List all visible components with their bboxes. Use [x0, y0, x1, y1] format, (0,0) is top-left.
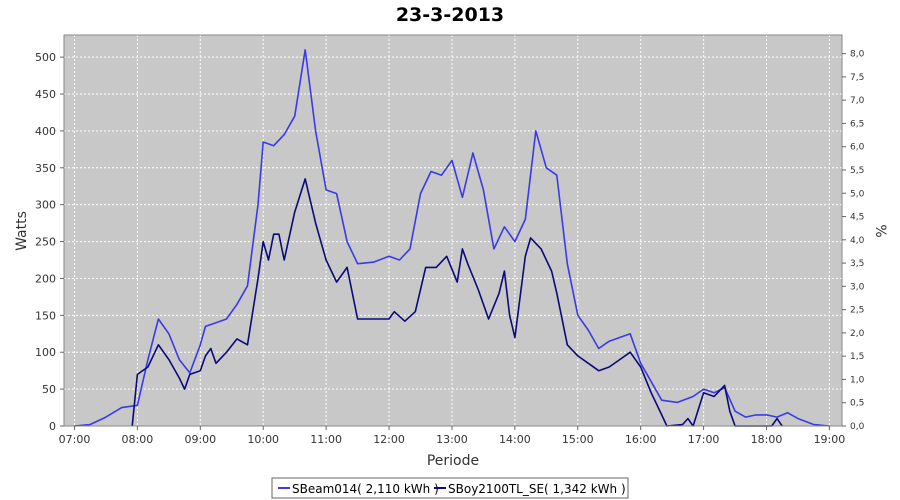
y-tick-label: 100	[35, 346, 56, 359]
legend-label-1: SBeam014( 2,110 kWh )	[292, 482, 439, 496]
legend-label-2: SBoy2100TL_SE( 1,342 kWh )	[448, 482, 626, 496]
x-tick-label: 09:00	[184, 433, 216, 446]
y2-tick-label: 8,0	[850, 50, 865, 60]
x-tick-label: 10:00	[247, 433, 279, 446]
y-tick-label: 50	[42, 383, 56, 396]
y-tick-label: 400	[35, 125, 56, 138]
y2-tick-label: 2,0	[850, 329, 865, 339]
x-tick-label: 14:00	[499, 433, 531, 446]
plot-border	[63, 34, 843, 427]
x-tick-label: 15:00	[562, 433, 594, 446]
x-tick-label: 16:00	[625, 433, 657, 446]
y-tick-label: 200	[35, 272, 56, 285]
y-tick-label: 150	[35, 309, 56, 322]
y2-tick-label: 0,0	[850, 422, 865, 432]
y2-tick-label: 6,5	[850, 119, 864, 129]
y2-tick-label: 3,0	[850, 282, 865, 292]
x-tick-label: 17:00	[688, 433, 720, 446]
grid-lines	[64, 35, 842, 427]
legend-box	[271, 477, 629, 499]
x-tick-label: 08:00	[122, 433, 154, 446]
x-tick-label: 13:00	[436, 433, 468, 446]
x-tick-label: 07:00	[59, 433, 91, 446]
y-tick-label: 450	[35, 88, 56, 101]
y2-tick-label: 4,0	[850, 236, 865, 246]
y2-tick-label: 7,0	[850, 96, 865, 106]
series-line-1	[74, 49, 830, 427]
y-axis-ticks: 0 50 100 150 200 250 300 350 400 450 500	[35, 51, 64, 433]
y2-axis-ticks: 0,0 0,5 1,0 1,5 2,0 2,5 3,0 3,5 4,0 4,5 5,0 5,5 6,0 6…	[842, 50, 865, 432]
x-axis-ticks: 07:00 08:00 09:00 10:00 11:00 12:00 13:00 14:00…	[59, 426, 846, 446]
y2-tick-label: 5,5	[850, 166, 864, 176]
y2-tick-label: 4,5	[850, 213, 864, 223]
y-tick-label: 350	[35, 162, 56, 175]
x-tick-label: 12:00	[373, 433, 405, 446]
y-tick-label: 0	[49, 420, 56, 433]
y2-tick-label: 7,5	[850, 73, 864, 83]
series-lines	[74, 49, 830, 427]
x-tick-label: 19:00	[814, 433, 846, 446]
chart-title: 23-3-2013	[396, 4, 504, 26]
x-axis-title: Periode	[427, 453, 479, 469]
y2-tick-label: 6,0	[850, 143, 865, 153]
y2-tick-label: 2,5	[850, 306, 864, 316]
series-line-2	[131, 178, 783, 427]
y-tick-label: 250	[35, 236, 56, 249]
y2-tick-label: 1,0	[850, 375, 865, 385]
y2-tick-label: 3,5	[850, 259, 864, 269]
y2-tick-label: 1,5	[850, 352, 864, 362]
x-tick-label: 18:00	[751, 433, 783, 446]
legend: SBeam014( 2,110 kWh ) SBoy2100TL_SE( 1,34…	[271, 477, 629, 499]
y-tick-label: 300	[35, 199, 56, 212]
x-tick-label: 11:00	[310, 433, 342, 446]
y2-tick-label: 5,0	[850, 189, 865, 199]
y2-axis-title: %	[872, 224, 888, 237]
y2-tick-label: 0,5	[850, 399, 864, 409]
y-tick-label: 500	[35, 51, 56, 64]
y-axis-title: Watts	[14, 211, 30, 251]
